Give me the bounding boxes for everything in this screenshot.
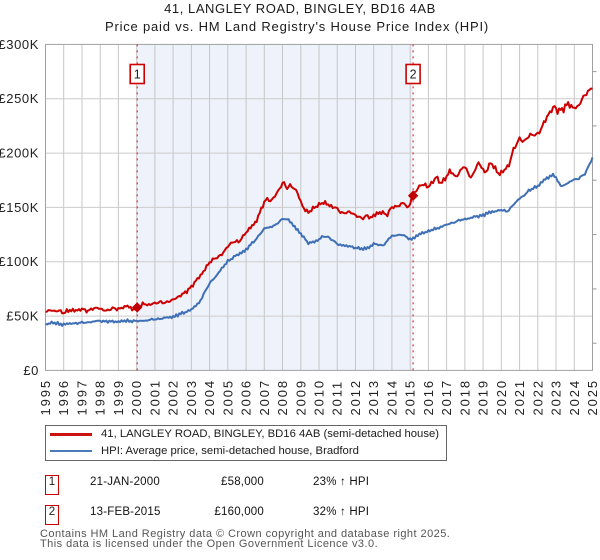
svg-text:1998: 1998 bbox=[93, 379, 108, 416]
svg-text:2015: 2015 bbox=[403, 379, 418, 416]
svg-text:2021: 2021 bbox=[512, 379, 527, 416]
svg-text:£250K: £250K bbox=[0, 91, 39, 106]
svg-text:£300K: £300K bbox=[0, 37, 39, 52]
svg-text:2013: 2013 bbox=[366, 379, 381, 416]
svg-text:2012: 2012 bbox=[348, 379, 363, 416]
svg-text:1995: 1995 bbox=[38, 379, 53, 416]
svg-text:2005: 2005 bbox=[220, 379, 235, 416]
svg-text:1: 1 bbox=[134, 68, 141, 82]
svg-text:2: 2 bbox=[410, 68, 417, 82]
svg-text:£100K: £100K bbox=[0, 254, 39, 269]
svg-text:2001: 2001 bbox=[147, 379, 162, 416]
svg-text:2008: 2008 bbox=[275, 379, 290, 416]
svg-text:2002: 2002 bbox=[166, 379, 181, 416]
svg-text:2011: 2011 bbox=[330, 380, 345, 416]
svg-text:2007: 2007 bbox=[257, 379, 272, 416]
svg-text:1996: 1996 bbox=[56, 379, 71, 416]
svg-text:£200K: £200K bbox=[0, 146, 39, 161]
svg-text:2018: 2018 bbox=[457, 379, 472, 416]
svg-text:2024: 2024 bbox=[567, 379, 582, 416]
svg-text:2023: 2023 bbox=[549, 379, 564, 416]
svg-text:2009: 2009 bbox=[293, 379, 308, 416]
svg-text:2000: 2000 bbox=[129, 379, 144, 416]
svg-text:£50K: £50K bbox=[6, 309, 39, 324]
svg-text:2016: 2016 bbox=[421, 379, 436, 416]
svg-text:2020: 2020 bbox=[494, 379, 509, 416]
svg-text:2017: 2017 bbox=[439, 379, 454, 416]
svg-text:2003: 2003 bbox=[184, 379, 199, 416]
svg-text:£150K: £150K bbox=[0, 200, 39, 215]
svg-text:2022: 2022 bbox=[530, 379, 545, 416]
svg-text:2006: 2006 bbox=[239, 379, 254, 416]
svg-text:2014: 2014 bbox=[384, 379, 399, 416]
svg-text:2019: 2019 bbox=[476, 379, 491, 416]
svg-text:2010: 2010 bbox=[312, 379, 327, 416]
svg-text:1999: 1999 bbox=[111, 379, 126, 416]
svg-text:2004: 2004 bbox=[202, 379, 217, 416]
svg-text:1997: 1997 bbox=[75, 379, 90, 416]
svg-text:£0: £0 bbox=[23, 363, 39, 378]
svg-text:2025: 2025 bbox=[585, 379, 600, 416]
